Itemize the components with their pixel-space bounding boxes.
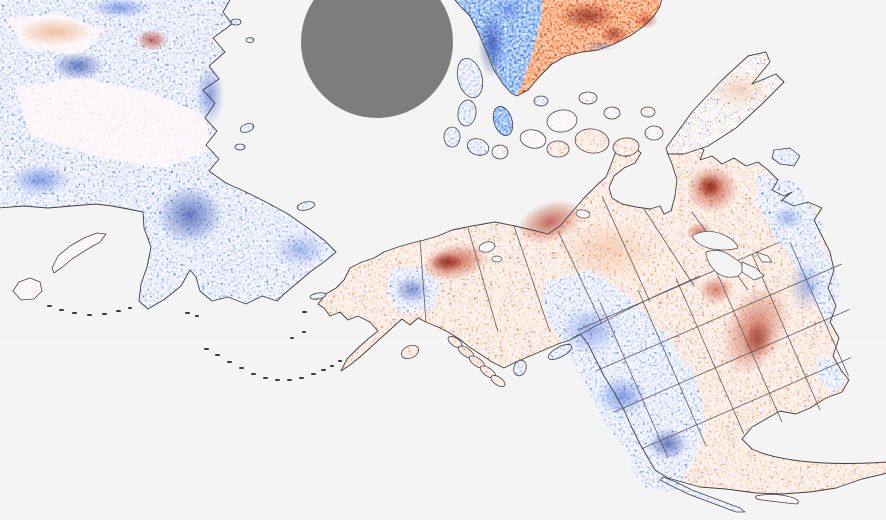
lake-michigan-huron	[705, 250, 743, 278]
lake-erie	[741, 261, 765, 281]
region-canadian-arctic-islands	[443, 58, 664, 160]
lake-ontario	[755, 251, 773, 263]
region-north-america	[317, 143, 886, 495]
kuril-islands-dots	[47, 305, 199, 317]
region-northeast-siberia	[0, 0, 337, 310]
region-baffin-island	[665, 51, 785, 155]
canada-province-borders	[419, 195, 749, 339]
polar-data-gap-circle	[301, 0, 453, 118]
region-greenland	[452, 0, 663, 97]
great-bear-lake	[478, 241, 496, 253]
great-slave-lake	[575, 209, 591, 219]
region-sakhalin-hokkaido	[12, 232, 199, 317]
pacific-islands	[204, 292, 573, 388]
siberian-arctic-islands	[230, 18, 316, 211]
small-lake	[491, 255, 503, 263]
lake-superior	[691, 231, 739, 251]
lakes	[478, 209, 773, 281]
aleutian-islands-dots	[204, 311, 342, 381]
overlay-mexico-cool	[630, 448, 690, 492]
